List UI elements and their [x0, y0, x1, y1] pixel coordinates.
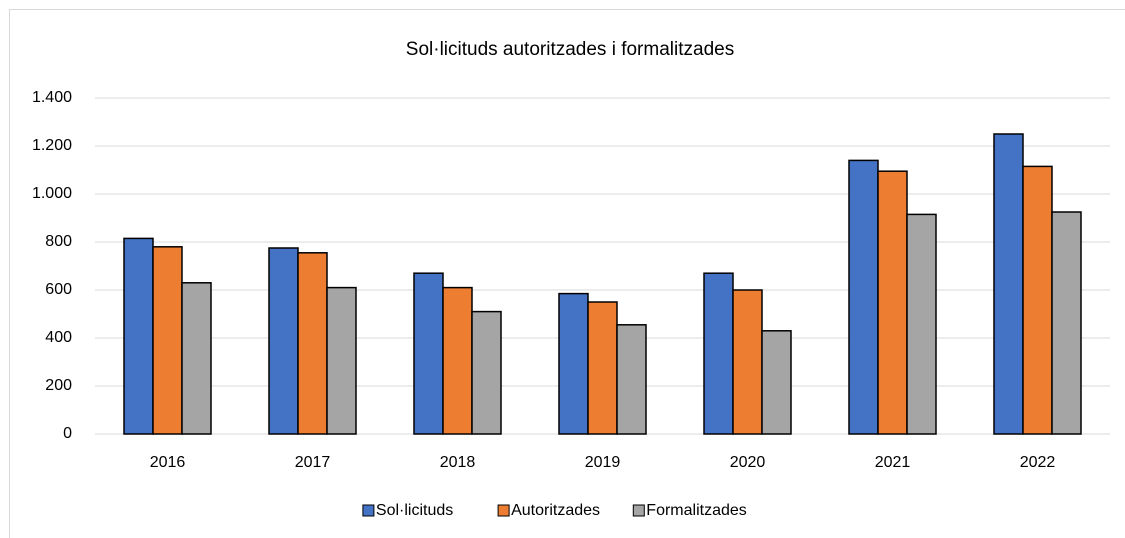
x-tick-label: 2021: [875, 454, 911, 471]
y-tick-label: 1.200: [32, 137, 72, 154]
y-tick-label: 600: [45, 281, 72, 298]
bar: [906, 213, 937, 435]
x-tick-label: 2022: [1020, 454, 1056, 471]
x-tick-label: 2017: [295, 454, 331, 471]
bar: [123, 237, 154, 435]
chart-title: Sol·licituds autoritzades i formalitzade…: [406, 39, 734, 60]
y-tick-label: 0: [63, 425, 72, 442]
y-tick-label: 800: [45, 233, 72, 250]
bar: [616, 324, 647, 435]
bar: [732, 289, 763, 435]
bar: [877, 170, 908, 435]
x-tick-label: 2020: [730, 454, 766, 471]
y-tick-label: 200: [45, 377, 72, 394]
legend-label: Formalitzades: [646, 502, 746, 519]
bar: [152, 246, 183, 435]
bar: [413, 272, 444, 435]
x-tick-label: 2019: [585, 454, 621, 471]
bar: [587, 301, 618, 435]
legend-label: Sol·licituds: [376, 502, 453, 519]
bar: [558, 292, 589, 435]
bar: [1051, 211, 1082, 435]
y-tick-label: 1.000: [32, 185, 72, 202]
bar: [993, 133, 1024, 435]
bar: [1022, 165, 1053, 435]
bar: [268, 247, 299, 435]
legend-label: Autoritzades: [511, 502, 600, 519]
y-tick-label: 400: [45, 329, 72, 346]
bar: [297, 252, 328, 435]
bar: [326, 286, 357, 435]
x-tick-label: 2016: [150, 454, 186, 471]
bar: [848, 159, 879, 435]
x-tick-label: 2018: [440, 454, 476, 471]
legend-swatch: [362, 504, 375, 517]
bar: [703, 272, 734, 435]
bar: [442, 286, 473, 435]
bar: [471, 310, 502, 435]
bar: [761, 330, 792, 435]
legend-swatch: [632, 504, 645, 517]
y-tick-label: 1.400: [32, 89, 72, 106]
legend-swatch: [497, 504, 510, 517]
bar: [181, 282, 212, 435]
